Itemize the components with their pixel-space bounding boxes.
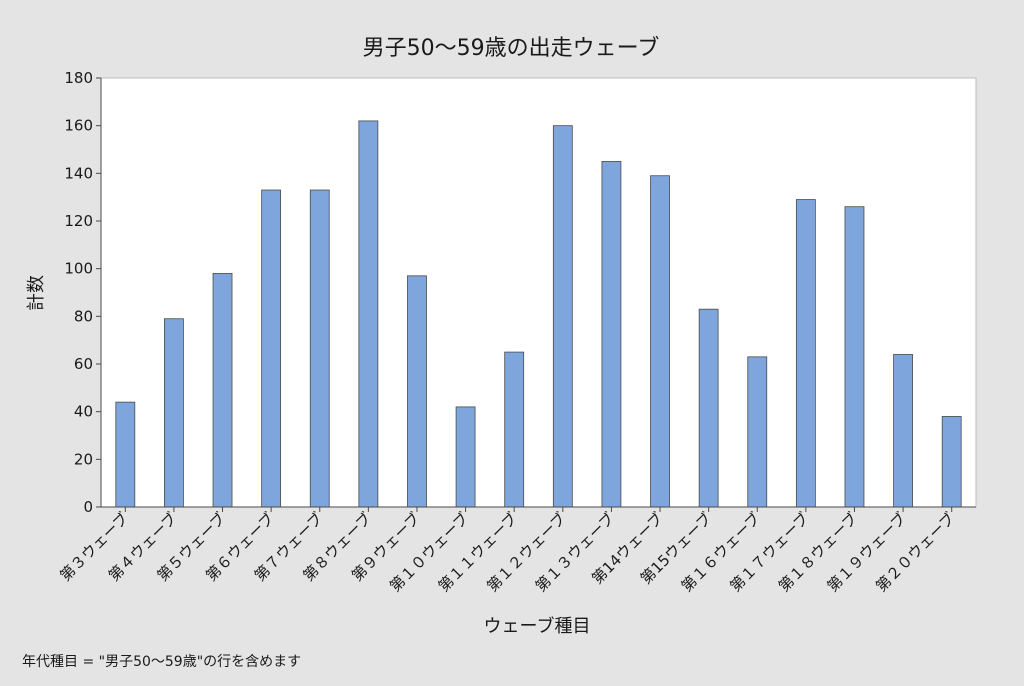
- x-axis-label: ウェーブ種目: [484, 615, 591, 637]
- bar: [552, 125, 573, 508]
- bar: [650, 175, 670, 508]
- plot-area: [100, 77, 977, 508]
- y-axis: 0 20 40 60 80 100 120 140 160 180: [64, 69, 102, 516]
- bar: [261, 189, 282, 508]
- y-tick-label: 80: [74, 307, 93, 325]
- x-axis: 第３ウェーブ第４ウェーブ第５ウェーブ第６ウェーブ第７ウェーブ第８ウェーブ第９ウェ…: [56, 506, 976, 595]
- bar: [601, 161, 622, 508]
- footnote: 年代種目 = "男子50～59歳"の行を含めます: [22, 654, 302, 670]
- y-tick-label: 60: [74, 355, 93, 373]
- bar: [309, 189, 330, 508]
- bar: [795, 199, 816, 508]
- bar: [844, 206, 865, 508]
- bar: [407, 275, 427, 508]
- bar: [893, 354, 913, 508]
- chart-title: 男子50～59歳の出走ウェーブ: [363, 36, 660, 61]
- y-tick-label: 140: [64, 164, 93, 182]
- y-axis-label: 計数: [26, 275, 47, 311]
- y-tick-label: 0: [83, 498, 93, 516]
- y-tick-label: 100: [64, 260, 93, 278]
- bar: [747, 356, 768, 508]
- y-tick-label: 120: [64, 212, 93, 230]
- bars: [115, 120, 962, 508]
- y-tick-label: 40: [74, 403, 93, 421]
- bar: [164, 318, 184, 508]
- y-tick-label: 180: [64, 69, 93, 87]
- bar: [941, 416, 962, 508]
- bar: [504, 351, 525, 508]
- bar: [455, 406, 476, 508]
- bar: [698, 308, 719, 508]
- bar: [358, 120, 379, 508]
- bar: [212, 273, 233, 508]
- y-tick-label: 160: [64, 117, 93, 135]
- bar: [115, 401, 136, 508]
- y-tick-label: 20: [74, 450, 93, 468]
